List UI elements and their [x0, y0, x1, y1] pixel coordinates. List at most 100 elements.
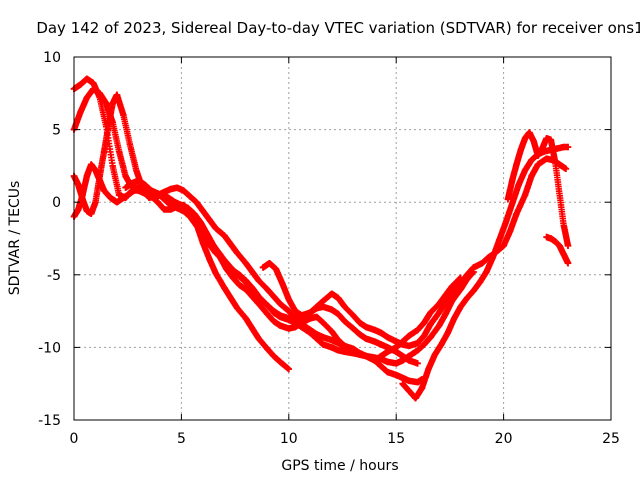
- data-point: [115, 191, 123, 199]
- data-point: [450, 315, 458, 322]
- data-point: [199, 207, 207, 215]
- y-tick-label: 10: [43, 50, 61, 66]
- data-point: [79, 191, 86, 199]
- data-point: [242, 315, 250, 322]
- data-point: [319, 319, 327, 326]
- data-point: [442, 310, 449, 318]
- data-point: [206, 216, 213, 223]
- data-point: [371, 338, 378, 345]
- x-tick-label: 25: [602, 431, 620, 447]
- data-point: [393, 360, 400, 367]
- data-point: [534, 161, 542, 168]
- data-point: [199, 230, 207, 238]
- data-point: [384, 334, 391, 341]
- data-point: [414, 379, 421, 386]
- data-point: [77, 108, 84, 116]
- data-point: [350, 312, 357, 319]
- series-sat-i: [543, 233, 572, 267]
- data-point: [122, 172, 129, 180]
- data-point: [547, 136, 555, 143]
- data-point: [377, 329, 385, 337]
- data-point: [377, 341, 385, 348]
- y-tick-label: 0: [52, 195, 61, 211]
- data-point: [328, 306, 335, 313]
- data-point: [180, 187, 187, 194]
- data-point: [435, 322, 443, 329]
- data-point: [307, 309, 314, 316]
- data-point: [377, 355, 385, 363]
- data-point: [212, 249, 219, 257]
- data-point: [313, 303, 320, 310]
- data-point: [564, 259, 572, 267]
- data-point: [90, 85, 97, 93]
- x-axis-label: GPS time / hours: [281, 458, 398, 474]
- data-point: [427, 320, 434, 328]
- data-point: [526, 129, 533, 136]
- x-tick-label: 15: [387, 431, 405, 447]
- data-point: [427, 334, 434, 341]
- data-point: [319, 303, 327, 310]
- data-point: [255, 277, 262, 284]
- data-point: [193, 199, 200, 206]
- data-point: [313, 313, 320, 321]
- data-point: [414, 326, 421, 334]
- x-tick-label: 0: [70, 431, 79, 447]
- x-tick-label: 10: [280, 431, 298, 447]
- data-point: [551, 158, 559, 165]
- data-point: [534, 152, 542, 159]
- data-point: [227, 294, 235, 302]
- data-point: [547, 235, 555, 242]
- data-point: [186, 213, 194, 220]
- data-point: [186, 193, 194, 200]
- data-point: [431, 351, 439, 358]
- data-point: [83, 207, 91, 215]
- data-point: [227, 241, 235, 248]
- data-point: [489, 254, 497, 261]
- data-point: [384, 368, 391, 376]
- data-point: [234, 271, 241, 278]
- data-point: [96, 177, 103, 184]
- data-point: [502, 219, 509, 226]
- data-point: [141, 181, 149, 188]
- data-point: [90, 79, 97, 87]
- data-point: [75, 181, 82, 188]
- data-point: [120, 111, 127, 119]
- data-point: [556, 190, 563, 197]
- data-point: [341, 318, 348, 325]
- data-point: [285, 365, 292, 373]
- data-point: [504, 196, 512, 203]
- data-point: [513, 161, 520, 168]
- data-point: [277, 358, 284, 366]
- data-point: [100, 187, 108, 194]
- data-point: [551, 238, 559, 245]
- data-point: [412, 395, 419, 402]
- data-point: [96, 90, 103, 97]
- data-point: [107, 194, 114, 202]
- data-point: [249, 325, 256, 332]
- data-point: [206, 255, 213, 263]
- data-point: [87, 161, 95, 168]
- data-point: [227, 264, 235, 271]
- data-point: [319, 334, 327, 341]
- data-point: [221, 257, 228, 264]
- data-point: [521, 135, 529, 142]
- data-point: [184, 204, 192, 212]
- data-point: [270, 352, 277, 360]
- data-point: [92, 199, 99, 206]
- data-point: [384, 358, 391, 366]
- data-point: [515, 181, 522, 188]
- data-point: [556, 242, 563, 249]
- data-point: [341, 348, 348, 355]
- data-point: [298, 323, 305, 331]
- x-tick-label: 5: [177, 431, 186, 447]
- data-point: [234, 249, 241, 257]
- data-point: [528, 156, 535, 164]
- data-point: [483, 268, 490, 276]
- x-tick-label: 20: [495, 431, 513, 447]
- data-point: [476, 278, 484, 286]
- data-point: [173, 204, 181, 212]
- data-point: [496, 236, 503, 244]
- data-point: [264, 345, 271, 353]
- data-point: [212, 270, 219, 277]
